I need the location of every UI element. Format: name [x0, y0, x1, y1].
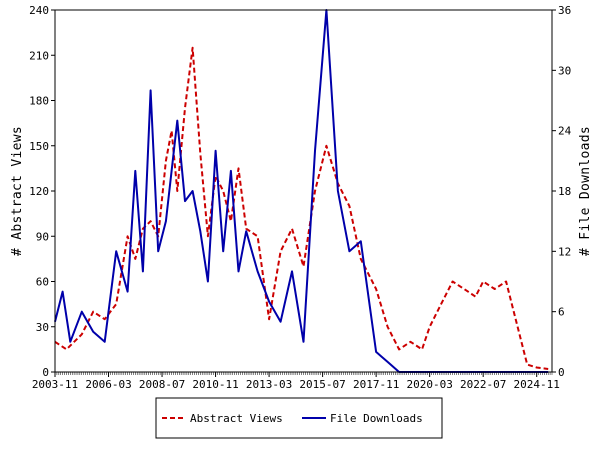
right-y-tick-label: 36	[558, 4, 571, 17]
x-tick-label: 2010-11	[192, 378, 238, 391]
left-y-tick-label: 0	[42, 366, 49, 379]
right-y-tick-label: 24	[558, 125, 572, 138]
x-tick-label: 2013-03	[246, 378, 292, 391]
left-y-tick-label: 240	[29, 4, 49, 17]
x-tick-label: 2008-07	[139, 378, 185, 391]
right-y-tick-label: 6	[558, 306, 565, 319]
legend-label-file-downloads: File Downloads	[330, 412, 423, 425]
left-y-tick-label: 180	[29, 95, 49, 108]
x-tick-label: 2020-03	[406, 378, 452, 391]
right-y-tick-label: 12	[558, 245, 571, 258]
plot-area	[55, 10, 552, 372]
left-y-tick-label: 210	[29, 49, 49, 62]
left-y-tick-label: 120	[29, 185, 49, 198]
legend-label-abstract-views: Abstract Views	[190, 412, 283, 425]
series-layer	[54, 9, 549, 373]
series-line-file-downloads	[54, 9, 549, 373]
x-tick-label: 2017-11	[353, 378, 399, 391]
x-minor-ticks	[54, 372, 553, 375]
right-y-tick-label: 30	[558, 64, 571, 77]
right-y-tick-label: 0	[558, 366, 565, 379]
right-axis-title: # File Downloads	[578, 126, 593, 256]
axis-layer: 2003-11 2006-03 2008-07 2010-11 2013-03 2015-…	[29, 4, 571, 391]
right-y-tick-label: 18	[558, 185, 571, 198]
left-y-tick-label: 90	[36, 230, 49, 243]
x-tick-label: 2006-03	[85, 378, 131, 391]
legend-box	[155, 397, 443, 439]
left-y-tick-label: 150	[29, 140, 49, 153]
left-axis-title: # Abstract Views	[10, 126, 25, 256]
x-tick-label: 2003-11	[32, 378, 78, 391]
x-tick-label: 2022-07	[460, 378, 506, 391]
x-tick-label: 2015-07	[299, 378, 345, 391]
left-y-tick-label: 60	[36, 276, 49, 289]
x-tick-label: 2024-11	[514, 378, 560, 391]
legend: Abstract Views File Downloads	[155, 397, 443, 439]
left-y-tick-label: 30	[36, 321, 49, 334]
